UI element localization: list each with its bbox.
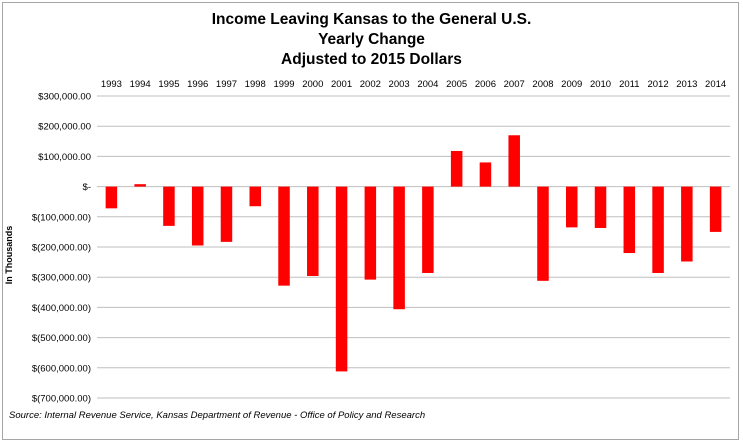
bar-2012 bbox=[652, 186, 664, 273]
bar-2006 bbox=[479, 162, 492, 187]
chart-title-line-1: Income Leaving Kansas to the General U.S… bbox=[211, 11, 532, 28]
x-tick-label-1998: 1998 bbox=[245, 79, 266, 90]
bar-2002 bbox=[364, 186, 377, 280]
x-tick-label-2009: 2009 bbox=[561, 79, 582, 90]
y-tick-label: $100,000.00 bbox=[38, 152, 91, 163]
bar-2007 bbox=[508, 135, 520, 187]
y-tick-label: $(200,000.00) bbox=[32, 243, 91, 254]
bar-2000 bbox=[307, 186, 319, 276]
x-tick-label-2008: 2008 bbox=[532, 79, 553, 90]
x-tick-label-2002: 2002 bbox=[360, 79, 381, 90]
x-tick-label-2013: 2013 bbox=[676, 79, 697, 90]
bar-2003 bbox=[393, 186, 405, 310]
y-tick-label: $(300,000.00) bbox=[32, 273, 91, 284]
x-tick-label-1997: 1997 bbox=[216, 79, 237, 90]
y-tick-label: $(400,000.00) bbox=[32, 303, 91, 314]
y-tick-label: $300,000.00 bbox=[38, 92, 91, 103]
x-tick-label-1993: 1993 bbox=[101, 79, 122, 90]
chart-title-line-3: Adjusted to 2015 Dollars bbox=[281, 51, 462, 68]
x-tick-label-2014: 2014 bbox=[705, 79, 726, 90]
x-tick-label-2001: 2001 bbox=[331, 79, 352, 90]
x-tick-label-1995: 1995 bbox=[158, 79, 179, 90]
x-tick-label-2012: 2012 bbox=[647, 79, 668, 90]
x-tick-label-2004: 2004 bbox=[417, 79, 438, 90]
x-tick-label-2010: 2010 bbox=[590, 79, 611, 90]
y-tick-label: $(100,000.00) bbox=[32, 212, 91, 223]
x-tick-labels: 1993 1994 1995 1996 1997 1998 1999 2000 2001 2002… bbox=[101, 79, 726, 90]
x-tick-label-1999: 1999 bbox=[273, 79, 294, 90]
bar-1994 bbox=[134, 184, 146, 187]
x-tick-label-2003: 2003 bbox=[389, 79, 410, 90]
bar-2011 bbox=[623, 186, 636, 254]
bar-2005 bbox=[450, 150, 463, 187]
bar-2004 bbox=[422, 186, 434, 273]
bar-2008 bbox=[537, 186, 549, 281]
x-tick-label-2006: 2006 bbox=[475, 79, 496, 90]
bar-2013 bbox=[681, 186, 693, 262]
bars bbox=[105, 135, 722, 372]
bar-2009 bbox=[565, 186, 578, 228]
x-tick-label-2007: 2007 bbox=[504, 79, 525, 90]
bar-1997 bbox=[220, 186, 233, 242]
chart-title-line-2: Yearly Change bbox=[318, 31, 425, 48]
y-tick-label: $(500,000.00) bbox=[32, 333, 91, 344]
bar-2010 bbox=[594, 186, 607, 228]
y-tick-labels: $300,000.00 $200,000.00 $100,000.00 $- $(100… bbox=[32, 92, 91, 405]
bar-1999 bbox=[278, 186, 290, 286]
y-tick-label: $(600,000.00) bbox=[32, 363, 91, 374]
x-tick-label-2000: 2000 bbox=[302, 79, 323, 90]
y-tick-label: $(700,000.00) bbox=[32, 394, 91, 405]
bar-1995 bbox=[163, 186, 175, 226]
x-tick-label-2011: 2011 bbox=[619, 79, 639, 90]
bar-1996 bbox=[191, 186, 204, 246]
bar-2014 bbox=[709, 186, 722, 232]
bar-1993 bbox=[105, 186, 118, 209]
y-axis-label: In Thousands bbox=[4, 225, 14, 285]
source-note: Source: Internal Revenue Service, Kansas… bbox=[9, 410, 426, 421]
x-tick-label-2005: 2005 bbox=[446, 79, 467, 90]
bar-1998 bbox=[249, 186, 262, 207]
x-tick-label-1994: 1994 bbox=[130, 79, 151, 90]
bar-2001 bbox=[335, 186, 348, 372]
chart-title: Income Leaving Kansas to the General U.S… bbox=[0, 10, 743, 70]
y-tick-label: $200,000.00 bbox=[38, 122, 91, 133]
x-tick-label-1996: 1996 bbox=[187, 79, 208, 90]
y-tick-label: $- bbox=[83, 182, 91, 193]
